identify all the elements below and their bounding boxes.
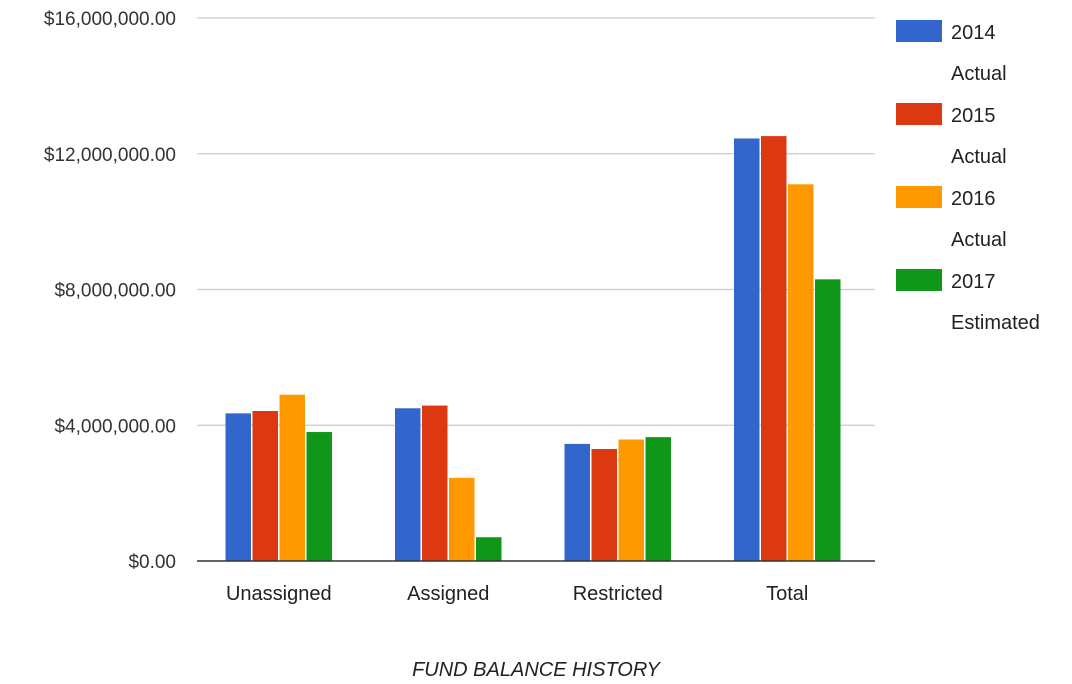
legend-label: 2017	[951, 271, 996, 293]
bar	[645, 437, 671, 561]
legend-swatch	[896, 186, 942, 208]
legend-item: 2015 Actual	[896, 103, 1007, 168]
x-axis-title: FUND BALANCE HISTORY	[412, 659, 661, 681]
bar	[252, 410, 278, 561]
legend-item: 2017 Estimated	[896, 269, 1040, 334]
bar	[761, 136, 787, 562]
legend-swatch	[896, 20, 942, 42]
bar	[734, 138, 760, 561]
bar	[306, 432, 332, 561]
y-tick-label: $12,000,000.00	[44, 145, 176, 166]
legend-label: Actual	[951, 63, 1007, 85]
bar	[422, 405, 448, 561]
legend-label: Actual	[951, 146, 1007, 168]
category-label: Total	[766, 583, 808, 605]
bar	[449, 477, 475, 561]
bar	[225, 413, 251, 561]
bar	[618, 439, 644, 561]
legend-item: 2016 Actual	[896, 186, 1007, 251]
category-label: Unassigned	[226, 583, 332, 605]
legend-label: 2015	[951, 105, 996, 127]
legend-label: Estimated	[951, 312, 1040, 334]
category-label: Assigned	[407, 583, 489, 605]
y-tick-label: $16,000,000.00	[44, 9, 176, 30]
category-label: Restricted	[573, 583, 663, 605]
bar	[788, 184, 814, 561]
legend-item: 2014 Actual	[896, 20, 1007, 85]
legend-swatch	[896, 103, 942, 125]
bar	[591, 449, 617, 561]
x-axis-category-labels: Unassigned Assigned Restricted Total	[226, 583, 808, 605]
y-tick-label: $4,000,000.00	[54, 416, 176, 437]
bar	[279, 394, 305, 561]
bar	[564, 443, 590, 561]
legend-label: 2014	[951, 22, 996, 44]
y-tick-label: $8,000,000.00	[54, 281, 176, 302]
bar	[476, 537, 502, 561]
bar	[395, 408, 421, 561]
y-tick-label: $0.00	[128, 552, 176, 573]
legend: 2014 Actual 2015 Actual 2016 Actual 2017 Estima…	[896, 20, 1040, 334]
y-axis-tick-labels: $0.00 $4,000,000.00 $8,000,000.00 $12,000,0…	[44, 9, 176, 573]
legend-swatch	[896, 269, 942, 291]
bar	[815, 279, 841, 561]
legend-label: 2016	[951, 188, 996, 210]
bars	[225, 136, 841, 562]
legend-label: Actual	[951, 229, 1007, 251]
